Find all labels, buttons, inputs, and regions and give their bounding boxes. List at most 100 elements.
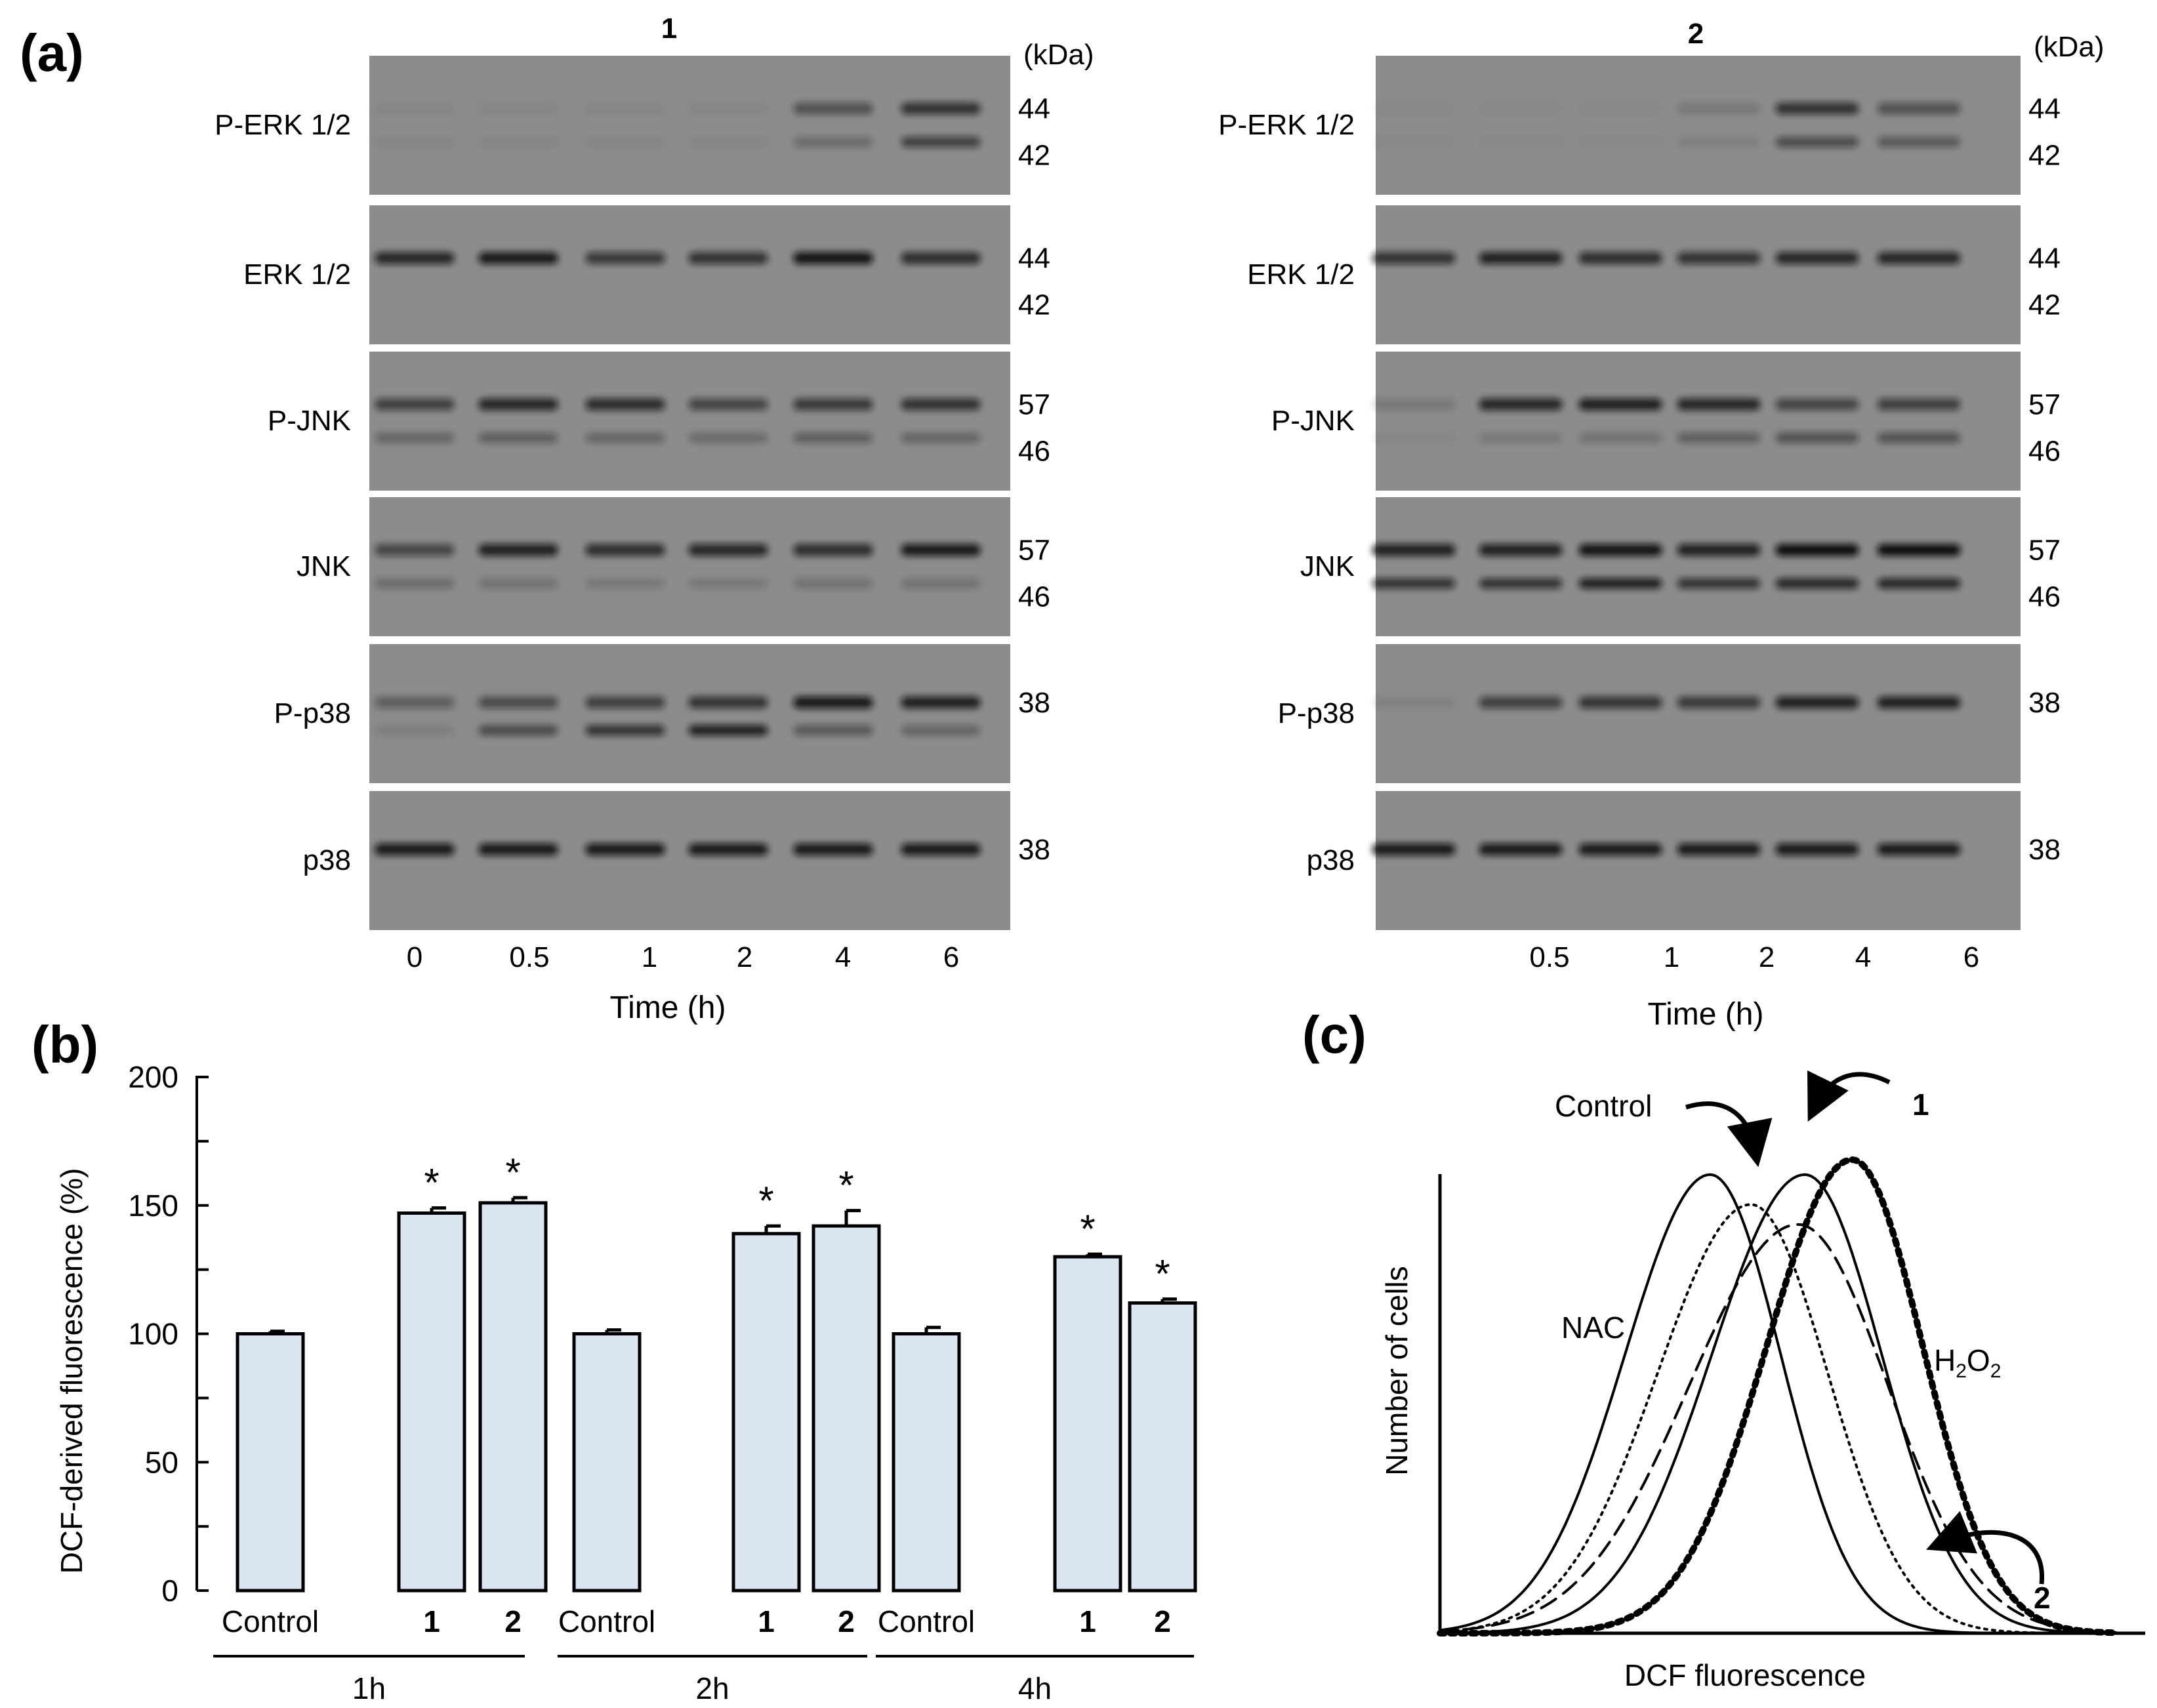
bar-category-label: 2 [1154,1604,1171,1638]
blot-1-time-labels: 0 0.5 1 2 4 6 [407,941,959,973]
blot-strip [1376,352,2021,491]
blot-strip [369,352,1010,491]
blot-strip [1376,497,2021,636]
kda-marker: 44 [2028,93,2061,125]
band-lower [585,136,665,148]
bar-category-label: Control [878,1604,975,1638]
band-upper [375,844,455,856]
band-lower [1677,136,1761,148]
protein-label: P-p38 [1278,697,1355,729]
blot-strip [1376,791,2021,930]
protein-label: ERK 1/2 [1247,258,1355,291]
significance-star: * [505,1150,520,1194]
bar [892,1332,961,1593]
band-lower [478,432,558,443]
panel-c-y-axis-label: Number of cells [1380,1266,1414,1476]
band-lower [585,725,665,736]
blot-1-time-axis-label: Time (h) [610,990,726,1025]
significance-star: * [838,1164,853,1208]
time-label: 0 [407,941,422,973]
band-lower [901,725,981,736]
protein-label: ERK 1/2 [243,258,351,291]
band-upper [1578,697,1662,709]
blot-1-compound-title: 1 [661,12,677,45]
bar [478,1201,548,1593]
protein-label: P-JNK [1271,405,1355,437]
blot-2-strips [1372,56,2021,930]
protein-label: p38 [303,844,351,876]
band-upper [585,544,665,556]
band-upper [1775,398,1859,411]
band-upper [793,697,873,709]
band-upper [901,844,981,856]
y-tick-label: 50 [145,1445,178,1479]
band-upper [1578,844,1662,856]
time-label: 0.5 [1529,941,1569,973]
band-upper [375,697,455,709]
kda-marker: 44 [1018,243,1050,275]
band-lower [901,136,981,148]
band-lower [1877,578,1961,589]
protein-label: P-ERK 1/2 [215,109,351,141]
band-upper [1372,844,1456,856]
blot-strip [1376,644,2021,783]
band-upper [1775,544,1859,556]
time-label: 0.5 [509,941,549,973]
time-label: 4 [1855,941,1871,973]
band-upper [1479,103,1563,115]
band-upper [688,844,768,856]
kda-marker: 42 [1018,289,1050,321]
band-lower [901,432,981,443]
blot-strip [369,791,1010,930]
band-lower [1578,432,1662,443]
kda-marker: 38 [1018,687,1050,719]
arrow-one [1807,1070,1891,1122]
kda-marker: 44 [1018,93,1050,125]
band-lower [375,725,455,736]
band-upper [1479,697,1563,709]
band-upper [585,398,665,411]
band-upper [585,697,665,709]
annotation-one: 1 [1912,1088,1929,1122]
blot-strip [1376,205,2021,344]
band-upper [1677,544,1761,556]
blot-strip [369,205,1010,344]
band-lower [793,578,873,589]
band-upper [1578,252,1662,264]
band-upper [688,102,768,115]
band-upper [1479,398,1563,411]
bar [397,1211,466,1593]
bar-category-label: 2 [504,1604,522,1638]
annotation-h2o2: H2O2 [1934,1343,2001,1382]
band-lower [1578,578,1662,589]
kda-marker: 46 [1018,435,1050,467]
band-upper [793,398,873,411]
histogram-annotations: Control 1 NAC H2O2 2 [1555,1070,2051,1615]
band-lower [1877,432,1961,443]
band-lower [1775,136,1859,148]
band-upper [375,252,455,264]
band-upper [901,398,981,411]
band-upper [1372,398,1456,411]
panel-c-x-axis-label: DCF fluorescence [1624,1658,1866,1692]
band-lower [688,725,768,736]
band-upper [478,398,558,411]
band-upper [901,102,981,115]
band-lower [793,136,873,148]
significance-star: * [758,1179,773,1223]
blot-strip [369,497,1010,636]
kda-marker: 42 [1018,139,1050,171]
group-time-label: 1h [352,1671,386,1705]
blot-strip [1376,56,2021,195]
blot-2-kda-unit: (kDa) [2034,31,2105,63]
band-upper [688,544,768,556]
histogram-curve [1439,1223,2117,1634]
bar [572,1332,642,1593]
band-upper [1775,102,1859,115]
significance-star: * [424,1161,439,1205]
y-tick-label: 100 [128,1317,178,1351]
band-lower [478,578,558,589]
band-upper [585,844,665,856]
band-lower [1775,578,1859,589]
